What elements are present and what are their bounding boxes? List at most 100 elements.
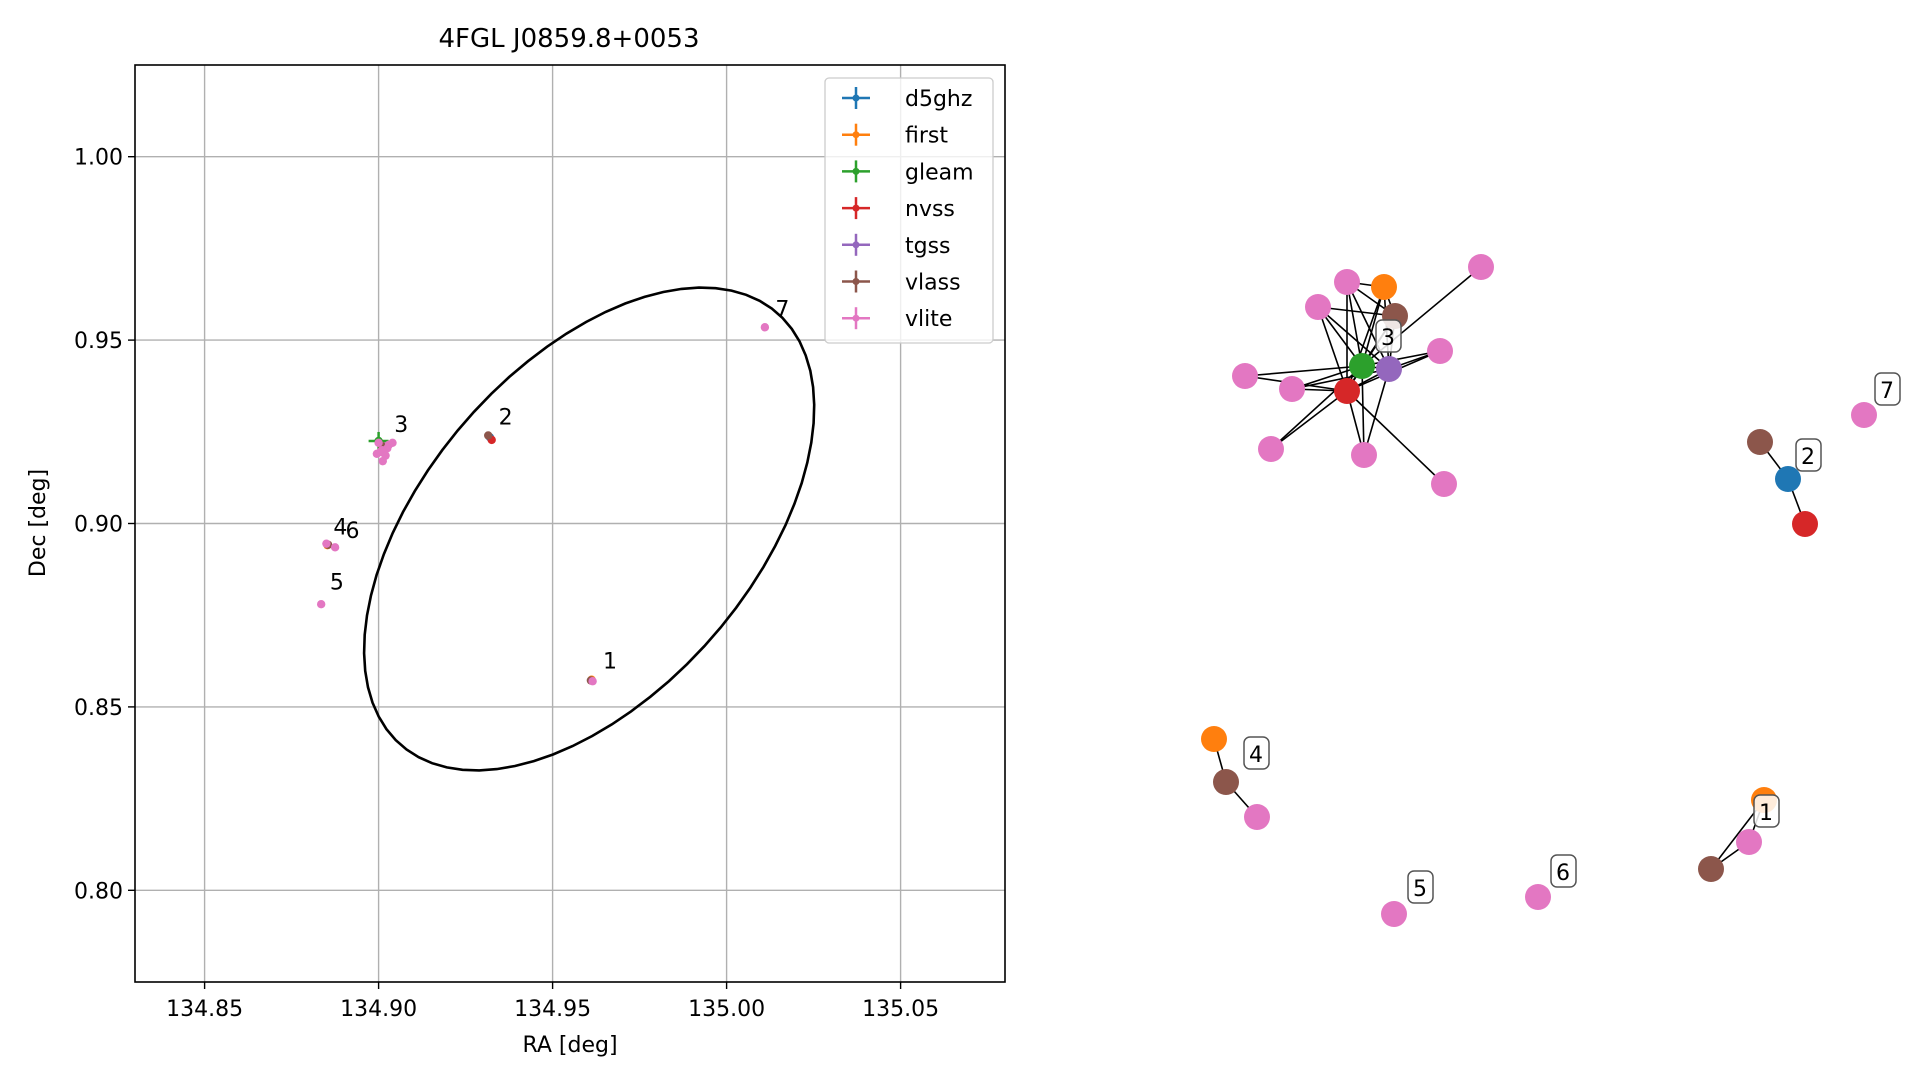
legend-label: tgss <box>905 234 951 259</box>
graph-node <box>1305 294 1331 320</box>
annotation-1: 1 <box>603 649 617 674</box>
legend-label: gleam <box>905 160 974 185</box>
graph-node <box>1381 901 1407 927</box>
vlite-point <box>384 440 394 449</box>
graph-node <box>1792 511 1818 537</box>
vlite-point <box>330 543 340 552</box>
legend-label: d5ghz <box>905 87 972 112</box>
vlite-point <box>381 451 390 460</box>
graph-node <box>1334 378 1360 404</box>
vlite-point <box>322 539 331 548</box>
graph-node <box>1525 884 1551 910</box>
source-association-graph: 3 2 7 4 1 5 6 <box>1201 254 1901 927</box>
graph-node <box>1258 436 1284 462</box>
graph-label-box <box>1407 870 1434 904</box>
graph-edge <box>1346 281 1390 370</box>
vlite-point <box>588 677 597 686</box>
data-points <box>316 323 770 686</box>
y-tick-label: 0.80 <box>74 879 123 904</box>
graph-node <box>1244 804 1270 830</box>
source-annotations: 1 2 3 4 5 6 7 <box>330 297 789 674</box>
graph-label-box <box>1795 438 1822 472</box>
x-axis-label: RA [deg] <box>522 1033 617 1058</box>
graph-label-box <box>1550 854 1577 888</box>
legend-marker <box>852 204 860 212</box>
graph-node <box>1747 429 1773 455</box>
graph-label-box <box>1243 736 1270 770</box>
legend-marker <box>852 278 860 285</box>
graph-node <box>1736 829 1762 855</box>
graph-edge <box>1270 390 1348 450</box>
vlite-point <box>316 599 326 609</box>
plot-frame <box>134 64 1006 983</box>
annotation-7: 7 <box>775 297 789 322</box>
x-tick-label: 134.95 <box>514 997 591 1022</box>
legend-marker <box>852 131 860 139</box>
graph-node <box>1427 338 1453 364</box>
graph-edge <box>1363 368 1390 456</box>
graph-edge <box>1346 281 1363 367</box>
y-tick-label: 0.95 <box>74 329 123 354</box>
legend-label: vlass <box>905 271 961 296</box>
legend-marker <box>852 314 860 322</box>
x-axis-ticks: 134.85 134.90 134.95 135.00 135.05 <box>166 982 939 1022</box>
graph-nodes <box>1201 254 1877 927</box>
legend-label: first <box>905 124 948 149</box>
graph-node <box>1775 466 1801 492</box>
y-tick-label: 1.00 <box>74 146 123 171</box>
legend-marker <box>852 241 860 249</box>
legend-marker <box>852 94 860 102</box>
annotation-6: 6 <box>346 519 360 544</box>
graph-label-box <box>1375 319 1402 353</box>
graph-node <box>1232 363 1258 389</box>
graph-label-1: 1 <box>1759 801 1773 826</box>
graph-node <box>1349 353 1375 379</box>
graph-node <box>1698 856 1724 882</box>
graph-node <box>1431 471 1457 497</box>
ra-dec-scatter-chart: 4FGL J0859.8+0053 134.85 134.90 134.95 135.… <box>26 24 1006 1058</box>
graph-node <box>1201 726 1227 752</box>
graph-label-5: 5 <box>1413 877 1427 902</box>
graph-node <box>1468 254 1494 280</box>
legend: d5ghz first gleam nvss tgss vlass vlite <box>824 77 994 344</box>
graph-node <box>1351 442 1377 468</box>
vlite-point <box>760 323 770 332</box>
graph-edge <box>1361 350 1441 367</box>
annotation-2: 2 <box>499 405 513 430</box>
y-tick-label: 0.85 <box>74 696 123 721</box>
localization-ellipse <box>362 286 816 772</box>
chart-title: 4FGL J0859.8+0053 <box>439 24 700 54</box>
graph-edge <box>1244 365 1363 377</box>
graph-label-7: 7 <box>1880 379 1894 404</box>
legend-label: vlite <box>905 307 952 332</box>
graph-edge <box>1346 390 1445 485</box>
graph-edge <box>1361 286 1385 367</box>
graph-node <box>1213 769 1239 795</box>
vlite-point <box>374 438 383 448</box>
graph-edge <box>1317 306 1390 370</box>
graph-label-box <box>1753 794 1780 828</box>
x-tick-label: 135.05 <box>862 997 939 1022</box>
graph-node <box>1279 376 1305 402</box>
legend-frame <box>824 77 994 344</box>
graph-node <box>1376 356 1402 382</box>
graph-node <box>1334 269 1360 295</box>
graph-label-box <box>1874 372 1901 406</box>
graph-label-2: 2 <box>1801 445 1815 470</box>
y-axis-label: Dec [deg] <box>26 469 51 577</box>
y-axis-ticks: 0.80 0.85 0.90 0.95 1.00 <box>74 146 135 904</box>
annotation-4: 4 <box>333 516 347 541</box>
vlass-point <box>484 431 493 440</box>
graph-label-6: 6 <box>1556 861 1570 886</box>
x-tick-label: 135.00 <box>688 997 765 1022</box>
legend-label: nvss <box>905 197 955 222</box>
x-tick-label: 134.90 <box>340 997 417 1022</box>
graph-label-4: 4 <box>1249 743 1263 768</box>
graph-labels: 3 2 7 4 1 5 6 <box>1243 319 1901 904</box>
legend-marker <box>852 167 860 175</box>
graph-edge <box>1361 365 1365 456</box>
error-ellipse <box>362 286 816 772</box>
y-tick-label: 0.90 <box>74 513 123 538</box>
graph-node <box>1371 274 1397 300</box>
